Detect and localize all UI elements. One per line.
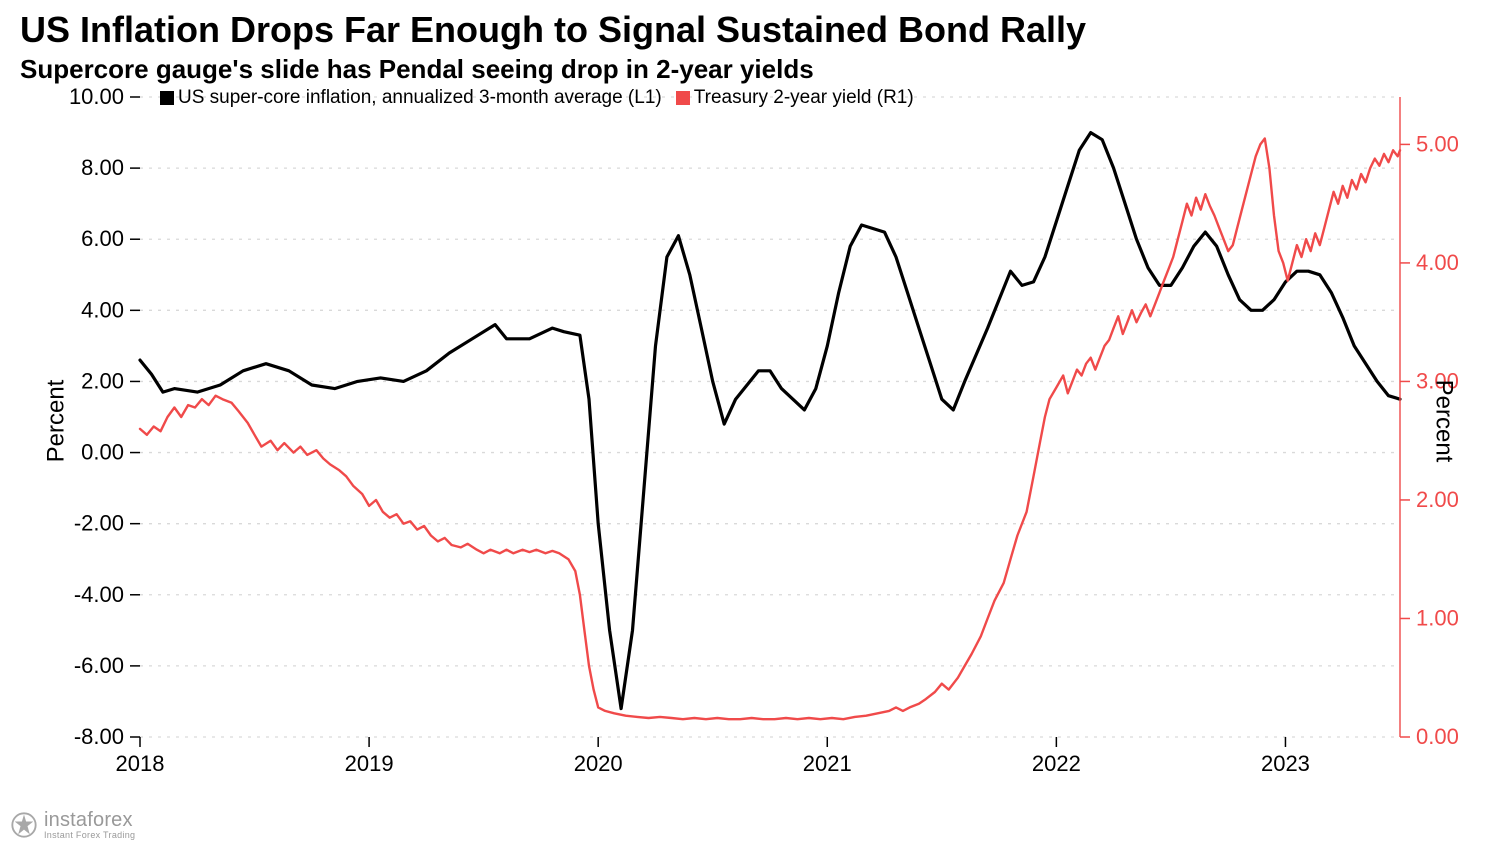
svg-text:2023: 2023 [1261,751,1310,776]
legend-item-1: US super-core inflation, annualized 3-mo… [160,87,662,109]
legend-swatch-icon [676,91,690,105]
svg-text:2019: 2019 [345,751,394,776]
svg-text:-2.00: -2.00 [74,510,124,535]
svg-text:4.00: 4.00 [1416,250,1459,275]
svg-text:4.00: 4.00 [81,297,124,322]
svg-text:1.00: 1.00 [1416,605,1459,630]
y-axis-right-label: Percent [1430,379,1458,462]
legend-item-2: Treasury 2-year yield (R1) [676,87,914,109]
instaforex-logo-icon [10,811,38,839]
chart-area: US super-core inflation, annualized 3-mo… [20,87,1480,827]
svg-text:-6.00: -6.00 [74,652,124,677]
watermark: instaforex Instant Forex Trading [10,809,135,840]
svg-text:0.00: 0.00 [81,439,124,464]
y-axis-left-label: Percent [42,379,70,462]
svg-text:2020: 2020 [574,751,623,776]
svg-text:0.00: 0.00 [1416,724,1459,749]
chart-svg: -8.00 -6.00 -4.00 -2.00 0.00 2.00 4.00 6.00 8.00… [20,87,1480,827]
svg-text:5.00: 5.00 [1416,131,1459,156]
chart-subtitle: Supercore gauge's slide has Pendal seein… [20,54,1480,85]
svg-text:10.00: 10.00 [69,87,124,109]
legend-label-2: Treasury 2-year yield (R1) [694,87,914,109]
svg-text:8.00: 8.00 [81,155,124,180]
watermark-brand: instaforex [44,809,135,832]
svg-text:2022: 2022 [1032,751,1081,776]
svg-text:-4.00: -4.00 [74,581,124,606]
svg-text:2018: 2018 [116,751,165,776]
svg-text:-8.00: -8.00 [74,724,124,749]
legend-swatch-icon [160,91,174,105]
svg-text:2021: 2021 [803,751,852,776]
svg-text:2.00: 2.00 [81,368,124,393]
svg-text:2.00: 2.00 [1416,487,1459,512]
chart-legend: US super-core inflation, annualized 3-mo… [160,87,914,109]
chart-title: US Inflation Drops Far Enough to Signal … [20,10,1480,50]
svg-text:6.00: 6.00 [81,226,124,251]
legend-label-1: US super-core inflation, annualized 3-mo… [178,87,662,109]
watermark-tagline: Instant Forex Trading [44,830,135,840]
